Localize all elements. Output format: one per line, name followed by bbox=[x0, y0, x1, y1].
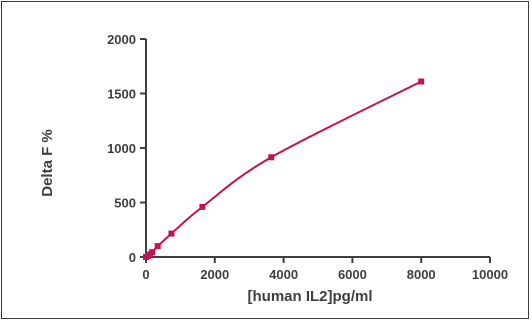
data-markers bbox=[143, 78, 425, 260]
axes: 0 500 1000 1500 2000 0 2000 4000 6000 8000 10000 bbox=[107, 32, 508, 282]
data-point bbox=[154, 243, 161, 250]
x-tick-label: 8000 bbox=[407, 267, 436, 282]
y-tick-label: 500 bbox=[114, 196, 136, 211]
data-point bbox=[268, 154, 275, 161]
x-tick-label: 0 bbox=[142, 267, 149, 282]
x-axis-title: [human IL2]pg/ml bbox=[248, 288, 373, 305]
y-tick-label: 0 bbox=[129, 250, 136, 265]
data-point bbox=[149, 249, 156, 256]
fit-curve-layer bbox=[145, 80, 422, 258]
x-tick-label: 6000 bbox=[338, 267, 367, 282]
x-tick-label: 2000 bbox=[200, 267, 229, 282]
y-axis-title: Delta F % bbox=[39, 129, 56, 197]
y-tick-label: 1000 bbox=[107, 141, 136, 156]
x-tick-label: 10000 bbox=[472, 267, 508, 282]
y-tick-label: 1500 bbox=[107, 87, 136, 102]
fit-curve bbox=[145, 80, 422, 258]
y-tick-label: 2000 bbox=[107, 32, 136, 47]
x-tick-label: 4000 bbox=[269, 267, 298, 282]
data-point bbox=[199, 203, 206, 210]
data-point bbox=[418, 78, 425, 85]
data-point bbox=[168, 230, 175, 237]
